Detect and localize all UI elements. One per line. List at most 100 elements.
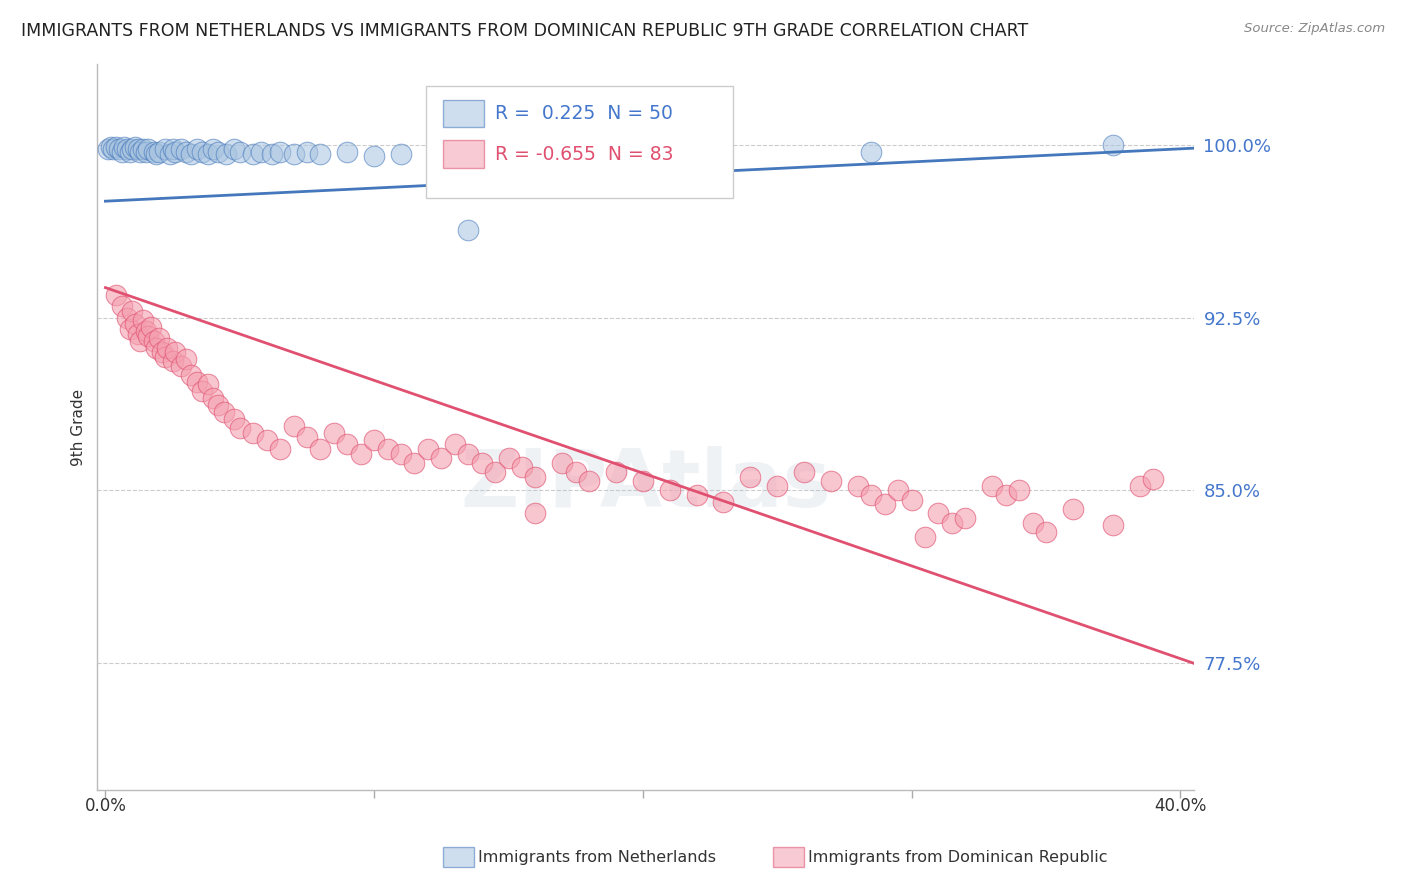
Point [127, 326, 149, 341]
Point [165, 345, 187, 359]
Point [1102, 518, 1125, 533]
Point [110, 299, 132, 313]
Point [309, 442, 332, 456]
Point [215, 147, 238, 161]
Point [309, 147, 332, 161]
Point [142, 334, 165, 348]
Point [564, 465, 586, 479]
Point [363, 149, 385, 163]
Point [283, 418, 305, 433]
Point [927, 507, 949, 521]
Y-axis label: 9th Grade: 9th Grade [72, 389, 86, 466]
Point [457, 446, 479, 460]
Point [97, 142, 120, 156]
FancyBboxPatch shape [443, 140, 485, 168]
Point [860, 488, 883, 502]
Point [766, 479, 789, 493]
Point [229, 145, 252, 159]
Point [207, 398, 229, 412]
Point [191, 384, 214, 399]
Point [404, 456, 426, 470]
Point [336, 145, 359, 159]
Point [578, 474, 600, 488]
Point [498, 451, 520, 466]
Point [115, 310, 138, 325]
Point [169, 142, 191, 156]
Point [121, 303, 143, 318]
Text: R =  0.225  N = 50: R = 0.225 N = 50 [495, 104, 673, 123]
Text: ZIPAtlas: ZIPAtlas [460, 446, 831, 524]
Point [162, 142, 184, 156]
Point [524, 507, 547, 521]
Point [212, 405, 235, 419]
Point [165, 145, 187, 159]
Point [105, 140, 128, 154]
Point [162, 354, 184, 368]
Point [1035, 524, 1057, 539]
Point [135, 325, 157, 339]
Point [1062, 501, 1084, 516]
Point [887, 483, 910, 498]
Point [150, 345, 173, 359]
Point [336, 437, 359, 451]
Point [1102, 137, 1125, 152]
Point [159, 147, 181, 161]
Point [186, 142, 208, 156]
Point [148, 145, 170, 159]
FancyBboxPatch shape [426, 86, 734, 198]
Point [389, 446, 412, 460]
Point [941, 516, 963, 530]
Point [250, 145, 273, 159]
Point [363, 433, 385, 447]
Text: 40.0%: 40.0% [1154, 797, 1206, 815]
Point [207, 145, 229, 159]
Point [129, 145, 152, 159]
Point [110, 145, 132, 159]
Point [981, 479, 1004, 493]
Point [389, 147, 412, 161]
Point [860, 145, 883, 159]
Point [224, 412, 246, 426]
Point [416, 442, 439, 456]
Point [180, 147, 202, 161]
Point [900, 492, 922, 507]
Point [145, 147, 167, 161]
Point [153, 142, 176, 156]
Point [124, 318, 146, 332]
Point [118, 322, 141, 336]
Point [191, 145, 214, 159]
Point [605, 465, 627, 479]
Point [112, 140, 135, 154]
Point [224, 142, 246, 156]
Point [1008, 483, 1031, 498]
Point [129, 334, 152, 348]
Point [994, 488, 1017, 502]
Point [873, 497, 896, 511]
Point [124, 140, 146, 154]
Point [103, 142, 125, 156]
Point [1129, 479, 1152, 493]
Point [1021, 516, 1043, 530]
Point [1142, 472, 1164, 486]
Point [260, 147, 283, 161]
Point [524, 469, 547, 483]
Point [295, 145, 318, 159]
Point [186, 375, 208, 389]
Text: R = -0.655  N = 83: R = -0.655 N = 83 [495, 145, 673, 163]
Point [269, 145, 291, 159]
Point [138, 142, 160, 156]
Point [256, 433, 278, 447]
FancyBboxPatch shape [443, 100, 485, 128]
Text: Source: ZipAtlas.com: Source: ZipAtlas.com [1244, 22, 1385, 36]
Point [156, 341, 179, 355]
Point [631, 474, 654, 488]
Point [242, 425, 264, 440]
Point [169, 359, 191, 373]
Point [127, 142, 149, 156]
Point [135, 145, 157, 159]
Point [229, 421, 252, 435]
Text: Immigrants from Netherlands: Immigrants from Netherlands [478, 850, 716, 864]
Point [713, 495, 735, 509]
Point [121, 142, 143, 156]
Point [115, 142, 138, 156]
